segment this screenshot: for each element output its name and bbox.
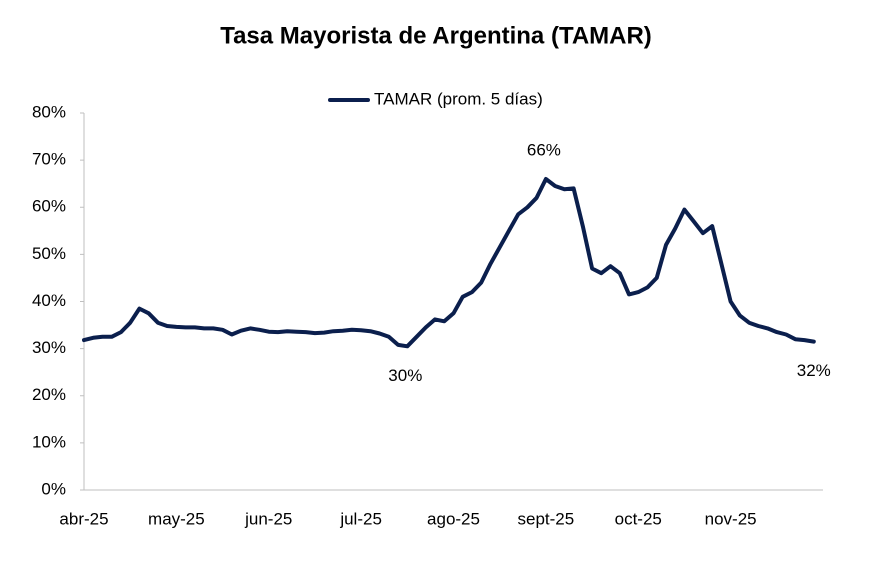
x-tick-label: may-25: [148, 509, 205, 528]
y-tick-label: 20%: [32, 385, 66, 404]
y-tick-label: 0%: [41, 479, 66, 498]
y-tick-label: 30%: [32, 338, 66, 357]
data-label: 32%: [797, 361, 831, 380]
y-tick-label: 60%: [32, 197, 66, 216]
data-label: 30%: [388, 366, 422, 385]
chart-title: Tasa Mayorista de Argentina (TAMAR): [220, 22, 652, 49]
y-tick-label: 80%: [32, 102, 66, 121]
legend-label: TAMAR (prom. 5 días): [374, 89, 543, 108]
x-tick-label: jul-25: [339, 509, 382, 528]
y-tick-label: 70%: [32, 150, 66, 169]
x-tick-label: ago-25: [427, 509, 480, 528]
x-tick-label: sept-25: [518, 509, 575, 528]
line: [82, 177, 816, 349]
x-tick-label: jun-25: [244, 509, 292, 528]
x-tick-label: nov-25: [705, 509, 757, 528]
y-tick-label: 10%: [32, 432, 66, 451]
y-tick-label: 50%: [32, 244, 66, 263]
data-label: 66%: [527, 140, 561, 159]
y-tick-label: 40%: [32, 291, 66, 310]
x-tick-label: abr-25: [59, 509, 108, 528]
x-tick-label: oct-25: [615, 509, 662, 528]
